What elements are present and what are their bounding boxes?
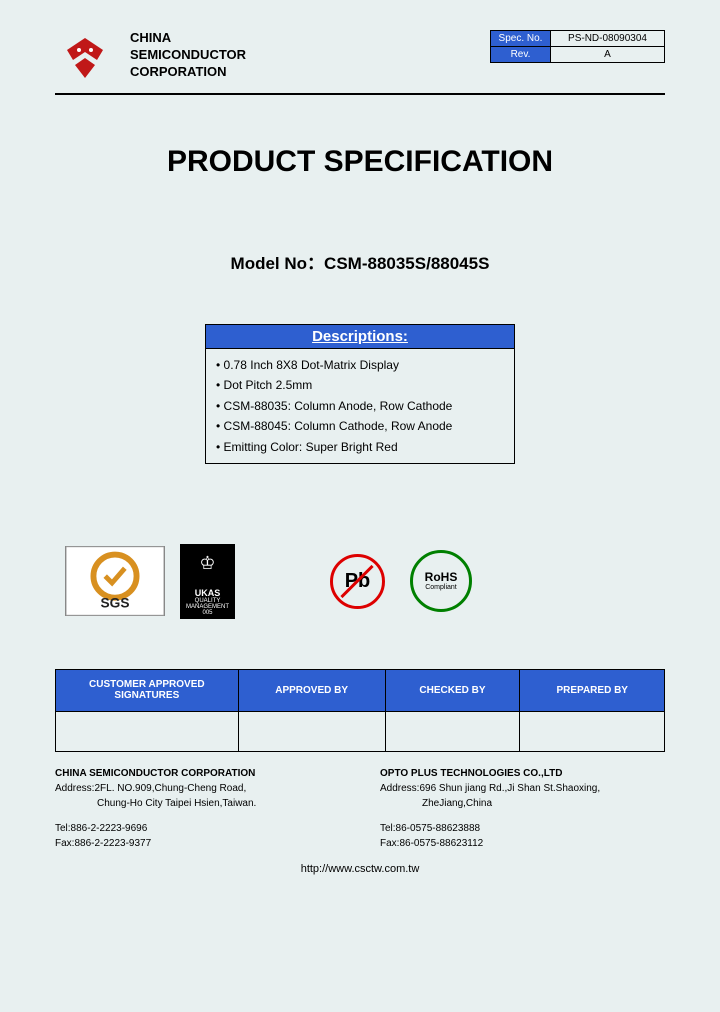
footer-tel: Tel:886-2-2223-9696 — [55, 821, 340, 836]
footer-addresses: CHINA SEMICONDUCTOR CORPORATION Address:… — [55, 766, 665, 851]
approval-cell — [238, 711, 385, 751]
description-item: • Emitting Color: Super Bright Red — [216, 437, 504, 457]
footer-fax: Fax:86-0575-88623112 — [380, 836, 665, 851]
rev-value: A — [551, 47, 665, 63]
header-divider — [55, 93, 665, 95]
footer-addr: Address:2FL. NO.909,Chung-Cheng Road, — [55, 781, 340, 796]
footer-addr: Address:696 Shun jiang Rd.,Ji Shan St.Sh… — [380, 781, 665, 796]
rohs-subtext: Compliant — [425, 584, 457, 592]
rohs-icon: RoHS Compliant — [410, 550, 472, 612]
approval-table: CUSTOMER APPROVED SIGNATURES APPROVED BY… — [55, 669, 665, 752]
footer-addr: ZheJiang,China — [380, 796, 665, 811]
descriptions-list: • 0.78 Inch 8X8 Dot-Matrix Display • Dot… — [206, 349, 514, 463]
ukas-sublabel: QUALITY MANAGEMENT — [183, 598, 232, 610]
approval-cell — [385, 711, 520, 751]
certification-row: SGS ♔ UKAS QUALITY MANAGEMENT 005 Pb RoH… — [55, 544, 665, 619]
rohs-text: RoHS — [425, 571, 458, 584]
description-item: • CSM-88035: Column Anode, Row Cathode — [216, 396, 504, 416]
ukas-number: 005 — [202, 610, 212, 616]
ukas-cert-icon: ♔ UKAS QUALITY MANAGEMENT 005 — [180, 544, 235, 619]
company-line: SEMICONDUCTOR — [130, 47, 475, 64]
rev-label: Rev. — [491, 47, 551, 63]
company-line: CHINA — [130, 30, 475, 47]
main-title: PRODUCT SPECIFICATION — [55, 145, 665, 179]
footer-url: http://www.csctw.com.tw — [55, 863, 665, 875]
model-no-value: CSM-88035S/88045S — [324, 254, 489, 273]
descriptions-box: Descriptions: • 0.78 Inch 8X8 Dot-Matrix… — [205, 324, 515, 464]
spec-no-value: PS-ND-08090304 — [551, 31, 665, 47]
approval-cell — [56, 711, 239, 751]
company-logo — [55, 30, 115, 85]
footer-corp-name: OPTO PLUS TECHNOLOGIES CO.,LTD — [380, 766, 665, 781]
footer-left: CHINA SEMICONDUCTOR CORPORATION Address:… — [55, 766, 340, 851]
company-line: CORPORATION — [130, 64, 475, 81]
footer-fax: Fax:886-2-2223-9377 — [55, 836, 340, 851]
svg-text:SGS: SGS — [101, 596, 130, 611]
approval-cell — [520, 711, 665, 751]
description-item: • 0.78 Inch 8X8 Dot-Matrix Display — [216, 355, 504, 375]
footer-corp-name: CHINA SEMICONDUCTOR CORPORATION — [55, 766, 340, 781]
spec-info-table: Spec. No. PS-ND-08090304 Rev. A — [490, 30, 665, 63]
header: CHINA SEMICONDUCTOR CORPORATION Spec. No… — [55, 30, 665, 85]
footer-right: OPTO PLUS TECHNOLOGIES CO.,LTD Address:6… — [380, 766, 665, 851]
description-item: • CSM-88045: Column Cathode, Row Anode — [216, 416, 504, 436]
description-item: • Dot Pitch 2.5mm — [216, 375, 504, 395]
crown-icon: ♔ — [199, 553, 215, 574]
footer-tel: Tel:86-0575-88623888 — [380, 821, 665, 836]
model-no-label: Model No： — [231, 254, 325, 273]
company-name: CHINA SEMICONDUCTOR CORPORATION — [130, 30, 475, 81]
approval-col-customer: CUSTOMER APPROVED SIGNATURES — [56, 669, 239, 711]
descriptions-header: Descriptions: — [206, 325, 514, 349]
spec-no-label: Spec. No. — [491, 31, 551, 47]
footer-addr: Chung-Ho City Taipei Hsien,Taiwan. — [55, 796, 340, 811]
pb-free-icon: Pb — [330, 554, 385, 609]
model-number: Model No：CSM-88035S/88045S — [55, 249, 665, 274]
approval-col-prepared: PREPARED BY — [520, 669, 665, 711]
pb-text: Pb — [345, 570, 371, 593]
sgs-cert-icon: SGS — [65, 546, 165, 616]
approval-col-approved: APPROVED BY — [238, 669, 385, 711]
ukas-label: UKAS — [195, 588, 221, 598]
approval-col-checked: CHECKED BY — [385, 669, 520, 711]
